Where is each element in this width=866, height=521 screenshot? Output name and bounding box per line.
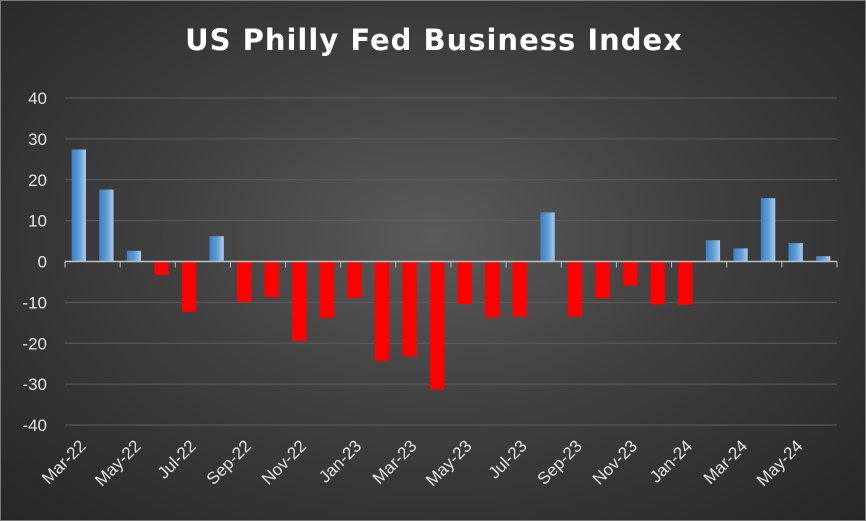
y-tick-label: -40 — [22, 416, 47, 435]
x-tick-label: Nov-22 — [258, 436, 310, 488]
bar-apr-24 — [760, 198, 776, 262]
bar-oct-23 — [595, 261, 610, 299]
bar-aug-23 — [540, 212, 555, 262]
bar-dec-23 — [650, 261, 665, 305]
y-tick-label: -10 — [22, 293, 47, 312]
bar-jan-23 — [347, 261, 362, 298]
x-tick-label: Jan-23 — [315, 436, 365, 486]
bar-oct-22 — [264, 261, 279, 298]
bar-apr-22 — [99, 189, 114, 262]
y-tick-label: 10 — [28, 212, 47, 231]
y-tick-label: 30 — [28, 130, 47, 149]
x-tick-label: Sep-23 — [534, 436, 586, 488]
y-tick-label: 40 — [28, 89, 47, 108]
chart-title: US Philly Fed Business Index — [185, 23, 683, 57]
bar-mar-24 — [733, 248, 748, 262]
bars — [71, 149, 831, 390]
bar-jun-23 — [485, 261, 500, 318]
bar-apr-23 — [430, 261, 445, 390]
bar-feb-23 — [374, 261, 390, 361]
bar-may-22 — [126, 250, 142, 262]
x-tick-label: May-22 — [91, 436, 145, 490]
x-tick-label: Sep-22 — [203, 436, 255, 488]
x-tick-label: Nov-23 — [589, 436, 641, 488]
bar-nov-22 — [292, 261, 307, 341]
bar-may-24 — [788, 243, 803, 262]
bar-dec-22 — [319, 261, 335, 318]
bar-jul-23 — [512, 261, 528, 317]
x-tick-label: Mar-24 — [700, 436, 752, 488]
y-tick-label: -20 — [22, 334, 47, 353]
x-tick-label: Mar-23 — [369, 436, 421, 488]
bar-jan-24 — [678, 261, 693, 305]
x-tick-label: Jul-23 — [485, 436, 531, 482]
axes — [64, 260, 838, 268]
bar-aug-22 — [209, 236, 224, 262]
bar-sep-23 — [567, 261, 583, 317]
gridlines — [65, 97, 837, 426]
x-tick-label: Jul-22 — [154, 436, 200, 482]
y-tick-label: -30 — [22, 375, 47, 394]
bar-sep-22 — [237, 261, 252, 302]
bar-mar-23 — [402, 261, 417, 357]
bar-jul-22 — [181, 261, 197, 312]
bar-nov-23 — [623, 261, 638, 286]
x-tick-label: May-23 — [422, 436, 476, 490]
x-tick-label: Mar-22 — [38, 436, 90, 488]
y-tick-label: 20 — [28, 171, 47, 190]
bar-may-23 — [457, 261, 472, 305]
bar-jun-24 — [816, 256, 831, 262]
bar-feb-24 — [705, 240, 721, 262]
x-tick-label: Jan-24 — [646, 436, 696, 486]
x-tick-label: May-24 — [753, 436, 807, 490]
y-tick-label: 0 — [38, 253, 47, 272]
bar-jun-22 — [154, 261, 169, 275]
bar-mar-22 — [71, 149, 86, 262]
